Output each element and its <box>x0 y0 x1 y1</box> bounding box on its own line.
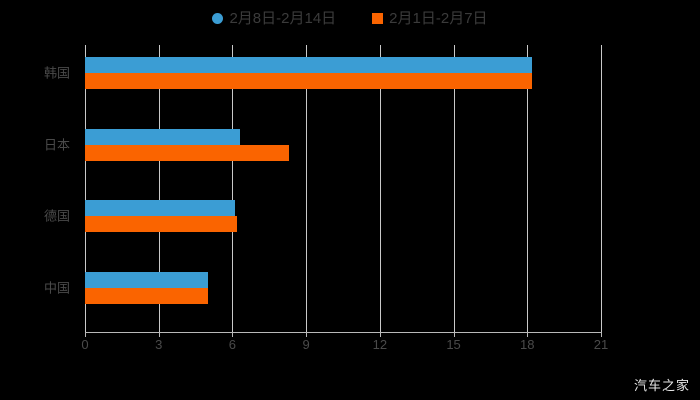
x-tick-label-21: 21 <box>593 337 609 352</box>
legend-dot-blue-icon <box>212 12 224 24</box>
x-tick-mark-21 <box>601 332 602 337</box>
plot-area <box>85 45 602 332</box>
x-tick-mark-3 <box>158 332 160 337</box>
bar[interactable] <box>85 272 208 289</box>
x-tick-label-0: 0 <box>81 337 89 352</box>
y-axis-label-3: 中国 <box>43 280 70 296</box>
x-tick-mark-18 <box>527 332 529 337</box>
x-tick-mark-9 <box>306 332 308 337</box>
legend-label-series-0: 2月8日-2月14日 <box>229 9 337 27</box>
gridline-21 <box>601 45 602 332</box>
bar[interactable] <box>85 56 533 73</box>
x-tick-mark-0 <box>85 332 86 337</box>
x-axis-line <box>85 332 602 333</box>
gridline-15 <box>453 45 455 332</box>
watermark: 汽车之家 <box>633 378 690 393</box>
x-tick-mark-6 <box>232 332 234 337</box>
bar[interactable] <box>85 216 238 233</box>
gridline-18 <box>527 45 529 332</box>
bar[interactable] <box>85 288 208 305</box>
x-tick-mark-12 <box>379 332 381 337</box>
chart-legend: 2月8日-2月14日 2月1日-2月7日 <box>0 6 700 30</box>
bar[interactable] <box>85 144 289 161</box>
bar[interactable] <box>85 72 533 89</box>
y-axis-label-2: 德国 <box>43 208 70 224</box>
y-axis-category-labels: 韩国 日本 德国 中国 <box>0 45 78 332</box>
gridline-0 <box>85 45 86 332</box>
gridline-9 <box>306 45 308 332</box>
gridline-12 <box>379 45 381 332</box>
bar[interactable] <box>85 128 240 145</box>
gridline-3 <box>158 45 160 332</box>
legend-square-orange-icon <box>372 12 384 24</box>
x-tick-label-9: 9 <box>302 337 310 352</box>
y-axis-label-0: 韩国 <box>43 65 70 81</box>
x-tick-mark-15 <box>453 332 455 337</box>
legend-item-series-0[interactable]: 2月8日-2月14日 <box>212 11 336 26</box>
bar[interactable] <box>85 200 235 217</box>
x-tick-label-3: 3 <box>155 337 163 352</box>
x-tick-label-6: 6 <box>228 337 237 352</box>
legend-item-series-1[interactable]: 2月1日-2月7日 <box>372 9 488 27</box>
gridline-6 <box>232 45 234 332</box>
x-tick-label-18: 18 <box>520 337 535 352</box>
x-tick-label-15: 15 <box>446 337 461 352</box>
y-axis-label-1: 日本 <box>43 137 70 153</box>
legend-label-series-1: 2月1日-2月7日 <box>389 9 488 27</box>
x-tick-label-12: 12 <box>372 337 388 352</box>
